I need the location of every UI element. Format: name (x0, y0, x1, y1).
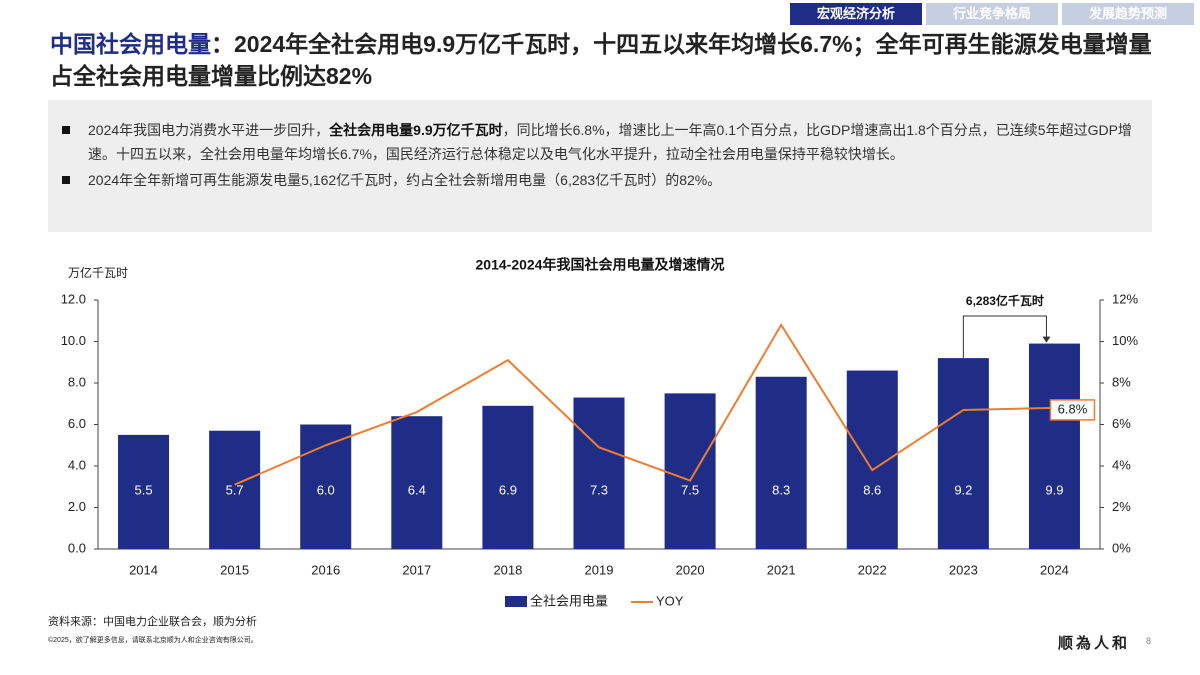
bar-value-label: 8.3 (772, 482, 790, 497)
x-tick-label: 2018 (493, 562, 522, 577)
bar (937, 358, 989, 549)
bullet: 2024年我国电力消费水平进一步回升，全社会用电量9.9万亿千瓦时，同比增长6.… (62, 118, 1132, 166)
bar (846, 370, 898, 549)
bar (118, 434, 170, 549)
y-tick-label: 2.0 (68, 499, 86, 514)
bar-value-label: 6.9 (499, 482, 517, 497)
logo: 顺為人和 (1058, 636, 1131, 652)
bullet-text: ，同比增长6.8%，增速比上一年高0.1个百分点，比GDP增速高出1.8个百分点… (88, 122, 1132, 162)
nav-tab[interactable]: 宏观经济分析 (790, 3, 922, 25)
bar-value-label: 8.6 (863, 482, 881, 497)
x-tick-label: 2022 (858, 562, 887, 577)
legend-swatch (505, 596, 527, 607)
y-tick-label: 0.0 (68, 540, 86, 555)
bar-value-label: 7.5 (681, 482, 699, 497)
yoy-line (234, 322, 1055, 486)
title-highlight: 中国社会用电量 (50, 31, 211, 57)
x-tick-label: 2015 (220, 562, 249, 577)
bullet-text: 2024年我国电力消费水平进一步回升， (88, 122, 330, 138)
bullet-box: 2024年我国电力消费水平进一步回升，全社会用电量9.9万亿千瓦时，同比增长6.… (48, 100, 1152, 232)
page-number: 8 (1146, 636, 1152, 646)
bar (209, 430, 261, 549)
copyright: ©2025，欲了解更多信息，请联系北京顺为人和企业咨询有限公司。 (48, 637, 258, 644)
x-tick-label: 2024 (1040, 562, 1069, 577)
bullet: 2024年全年新增可再生能源发电量5,162亿千瓦时，约占全社会新增用电量（6,… (62, 168, 1132, 192)
x-tick-label: 2019 (585, 562, 614, 577)
source: 资料来源：中国电力企业联合会，顺为分析 (48, 616, 257, 628)
bullet-text: 2024年全年新增可再生能源发电量5,162亿千瓦时，约占全社会新增用电量（6,… (88, 172, 722, 188)
chart-title: 2014-2024年我国社会用电量及增速情况 (476, 257, 725, 273)
nav-tab[interactable]: 发展趋势预测 (1062, 3, 1194, 25)
y2-tick-label: 8% (1112, 374, 1131, 389)
y2-tick-label: 2% (1112, 499, 1131, 514)
nav-tab[interactable]: 行业竞争格局 (926, 3, 1058, 25)
y-tick-label: 10.0 (61, 333, 86, 348)
bar-value-label: 9.2 (954, 482, 972, 497)
y2-tick-label: 0% (1112, 540, 1131, 555)
bar (573, 397, 625, 549)
bar-value-label: 9.9 (1045, 482, 1063, 497)
bar (664, 393, 716, 549)
y-tick-label: 6.0 (68, 416, 86, 431)
bar-value-label: 5.5 (135, 482, 153, 497)
bar-value-label: 6.0 (317, 482, 335, 497)
x-tick-label: 2023 (949, 562, 978, 577)
annotation-label: 6,283亿千瓦时 (966, 293, 1044, 308)
bar-value-label: 5.7 (226, 482, 244, 497)
legend-label: YOY (656, 593, 684, 608)
value-label-box (1049, 399, 1096, 421)
slide-title: 中国社会用电量：2024年全社会用电9.9万亿千瓦时，十四五以来年均增长6.7%… (50, 28, 1160, 92)
bullet-text: 全社会用电量9.9万亿千瓦时 (329, 122, 503, 138)
bar-value-label: 6.4 (408, 482, 426, 497)
y2-tick-label: 4% (1112, 457, 1131, 472)
x-tick-label: 2014 (129, 562, 158, 577)
line-value-label: 6.8% (1058, 401, 1088, 416)
bar (391, 416, 443, 549)
y-tick-label: 8.0 (68, 374, 86, 389)
x-tick-label: 2016 (311, 562, 340, 577)
y-tick-label: 4.0 (68, 457, 86, 472)
bar (1028, 343, 1080, 549)
title-text: ：2024年全社会用电9.9万亿千瓦时，十四五以来年均增长6.7%；全年可再生能… (50, 31, 1152, 89)
bar (482, 405, 534, 549)
bar (755, 376, 807, 549)
y2-tick-label: 6% (1112, 416, 1131, 431)
x-tick-label: 2021 (767, 562, 796, 577)
annotation-bracket (962, 315, 1047, 359)
x-tick-label: 2017 (402, 562, 431, 577)
annotation-arrow (1042, 336, 1051, 343)
y-axis-title: 万亿千瓦时 (68, 265, 128, 280)
bar-value-label: 7.3 (590, 482, 608, 497)
y-tick-label: 12.0 (61, 291, 86, 306)
y2-tick-label: 10% (1112, 333, 1138, 348)
x-tick-label: 2020 (676, 562, 705, 577)
y2-tick-label: 12% (1112, 291, 1138, 306)
legend-label: 全社会用电量 (530, 593, 608, 608)
